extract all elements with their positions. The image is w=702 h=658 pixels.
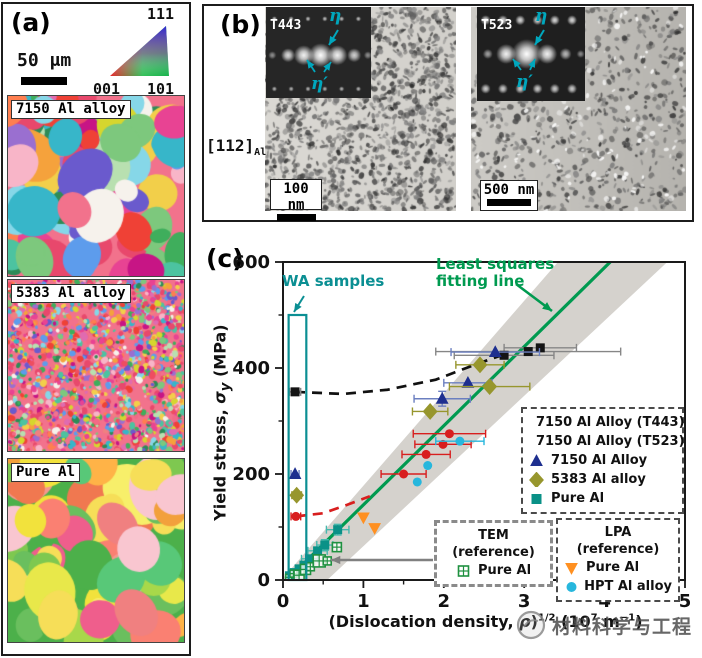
legend-entry-label: 7150 Al Alloy (T523)	[536, 434, 685, 449]
x-axis-label: (Dislocation density, ρ)1/2 (107 m−1)	[328, 612, 643, 631]
diffraction-label: T523	[481, 18, 513, 33]
square-marker-icon	[531, 494, 542, 504]
triangle-marker-icon	[530, 454, 543, 466]
y-tick-label: 600	[232, 252, 270, 273]
ebsd-map-label: Pure Al	[11, 463, 81, 482]
panel-a-ebsd: (a) 50 μm 111 001 101 7150 Al alloy 538	[1, 2, 191, 656]
panel-b-label: (b)	[220, 10, 261, 39]
diffraction-label: T443	[270, 18, 302, 33]
eta-annotation: η	[535, 6, 548, 26]
legend-entry: Pure Al	[443, 561, 544, 580]
y-tick-label: 0	[257, 570, 270, 591]
y-tick-label: 400	[232, 358, 270, 379]
legend-entry: Pure Al	[564, 558, 672, 577]
ipf-label-111: 111	[147, 5, 175, 23]
tem-scale-label: 100 nm	[283, 181, 309, 213]
x-tick-label: 2	[438, 591, 451, 612]
wa-samples-annotation: WA samples	[282, 272, 385, 290]
panel-b-tem: (b) T443 η η′ 100 nm [112]Al T523 η η′ 5…	[202, 4, 694, 222]
fit-line-annotation: Least squares fitting line	[436, 255, 555, 290]
wa-samples-arrow-icon	[293, 295, 305, 313]
legend-entry-label: 5383 Al alloy	[551, 472, 646, 487]
legend-entry-label: Pure Al	[551, 491, 605, 506]
ebsd-map-pure-al: Pure Al	[7, 458, 185, 643]
legend-entry-label: 7150 Al Alloy	[551, 453, 648, 468]
legend-entry-label: 7150 Al Alloy (T443)	[536, 415, 685, 430]
ebsd-map-7150: 7150 Al alloy	[7, 95, 185, 277]
ebsd-map-pure-al-canvas	[8, 459, 184, 642]
y-tick-label: 200	[232, 464, 270, 485]
diffraction-inset-t523	[477, 7, 585, 101]
tem-scale-label: 500 nm	[483, 182, 535, 198]
x-tick-label: 5	[679, 591, 692, 612]
legend-entry-label: HPT Al alloy	[584, 579, 672, 594]
tem-scale-bar-rule	[276, 214, 316, 221]
panel-a-label: (a)	[11, 8, 51, 37]
legend-main: 7150 Al Alloy (T443) 7150 Al Alloy (T523)…	[521, 407, 685, 514]
legend-entry: 5383 Al alloy	[529, 470, 676, 489]
legend-entry-label: Pure Al	[477, 563, 532, 578]
x-tick-label: 1	[357, 591, 370, 612]
tem-scale-bar-500nm: 500 nm	[480, 180, 538, 211]
scale-bar	[21, 77, 67, 85]
legend-entry: Pure Al	[529, 489, 676, 508]
triangle-down-marker-icon	[565, 563, 578, 575]
eta-prime-annotation: η′	[516, 72, 533, 92]
ipf-label-001: 001	[93, 80, 121, 98]
series-7150-al-alloy-t523-	[290, 429, 487, 521]
legend-lpa: LPA (reference) Pure Al HPT Al alloy	[556, 518, 680, 602]
eta-prime-annotation: η′	[311, 74, 328, 94]
tem-scale-bar-100nm: 100 nm	[270, 179, 322, 221]
trend-dashed-line	[295, 494, 371, 518]
axis-ticks: 0123450200400600	[232, 252, 691, 612]
tem-reference-arrow-icon	[331, 555, 433, 565]
legend-entry: 7150 Al Alloy (T443)	[529, 413, 685, 432]
ebsd-map-5383-canvas	[8, 280, 184, 451]
y-axis-label: Yield stress, σy (MPa)	[210, 324, 234, 521]
legend-entry: HPT Al alloy	[564, 577, 672, 596]
diamond-marker-icon	[529, 472, 544, 487]
series-7150-al-alloy	[288, 345, 541, 479]
square-cross-marker-icon	[457, 565, 470, 577]
x-tick-label: 3	[518, 591, 531, 612]
panel-c-label: (c)	[206, 244, 244, 273]
scale-bar-label: 50 μm	[17, 50, 72, 71]
legend-tem-title: TEM (reference)	[452, 528, 535, 560]
wa-samples-box	[287, 313, 308, 582]
ebsd-map-label: 7150 Al alloy	[11, 100, 131, 119]
legend-entry: 7150 Al Alloy	[529, 451, 676, 470]
tem-scale-bar-rule	[487, 199, 531, 206]
confidence-band	[283, 262, 668, 580]
diffraction-inset-t443	[266, 7, 371, 98]
legend-lpa-title: LPA (reference)	[576, 525, 660, 557]
ebsd-map-7150-canvas	[8, 96, 184, 276]
ebsd-map-5383: 5383 Al alloy	[7, 279, 185, 452]
series-hpt-al-alloy-lpa-reference-	[412, 436, 485, 487]
circle-marker-icon	[566, 582, 577, 592]
legend-entry-label: Pure Al	[586, 560, 640, 575]
eta-annotation: η	[329, 6, 342, 26]
series-5383-al-alloy	[289, 356, 531, 504]
ipf-color-triangle	[110, 26, 169, 76]
fit-line-arrow-icon	[515, 282, 553, 313]
legend-tem: TEM (reference) Pure Al	[434, 520, 553, 587]
panel-c-chart: (c) 0123450200400600 Yield stress, σy (M…	[200, 228, 702, 658]
ipf-label-101: 101	[147, 80, 175, 98]
legend-entry: 7150 Al Alloy (T523)	[529, 432, 685, 451]
ebsd-map-label: 5383 Al alloy	[11, 284, 131, 303]
zone-axis-label: [112]Al	[206, 136, 267, 159]
series-pure-al-lpa-reference-	[357, 512, 382, 535]
x-tick-label: 0	[277, 591, 290, 612]
